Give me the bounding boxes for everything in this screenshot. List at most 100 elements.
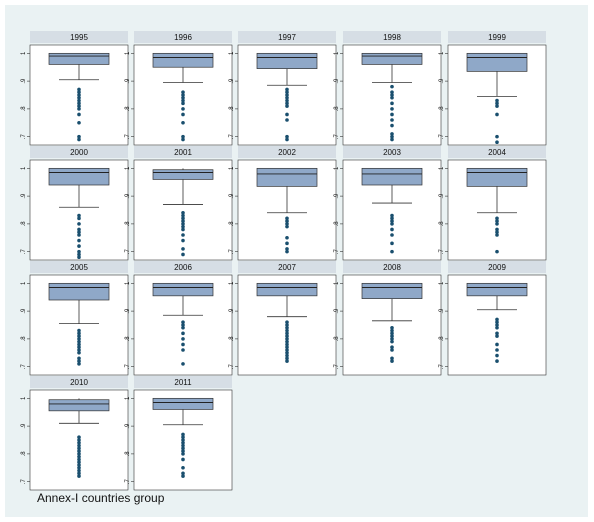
outlier-point [181, 474, 185, 478]
outlier-point [495, 101, 499, 106]
box [466, 282, 528, 297]
outlier-point [390, 123, 394, 128]
y-tick-label: .8 [21, 336, 27, 342]
facet-panel-2005: 2005 .7 .8 .9 1 [21, 261, 129, 376]
outlier-point [181, 452, 185, 456]
y-tick-label: .8 [334, 106, 340, 112]
y-tick-label: .7 [229, 364, 235, 370]
outlier-point [495, 104, 499, 108]
facet-strip [238, 146, 336, 158]
outlier-point [390, 331, 394, 336]
y-tick-label: .8 [229, 106, 235, 112]
outlier-point [77, 107, 81, 111]
facet-strip-label: 2009 [488, 263, 506, 272]
outlier-point [181, 457, 185, 462]
outlier-point [77, 362, 81, 366]
outlier-point [181, 337, 185, 341]
outlier-point [181, 362, 185, 366]
outlier-point [390, 334, 394, 338]
outlier-point [390, 337, 394, 341]
outlier-point [181, 224, 185, 229]
outlier-point [285, 112, 289, 117]
y-tick-label: .9 [334, 193, 340, 199]
outlier-point [181, 93, 185, 97]
y-tick-label: .8 [334, 336, 340, 342]
outlier-point [285, 328, 289, 333]
outlier-point [181, 210, 185, 215]
outlier-point [77, 238, 81, 243]
y-tick-label: 1 [334, 281, 340, 285]
facet-strip [343, 31, 441, 43]
box [466, 167, 528, 187]
y-tick-label: .8 [439, 106, 445, 112]
outlier-point [77, 468, 81, 473]
facet-panel-1997: 1997 .7 .8 .9 1 [229, 31, 337, 146]
outlier-point [390, 112, 394, 117]
outlier-point [77, 460, 81, 465]
y-tick-label: .9 [229, 308, 235, 314]
y-tick-label: .8 [229, 221, 235, 227]
outlier-point [495, 323, 499, 327]
y-tick-label: 1 [125, 166, 131, 170]
y-tick-label: .7 [334, 249, 340, 255]
outlier-point [285, 353, 289, 358]
y-tick-label: .8 [229, 336, 235, 342]
y-tick-label: .9 [125, 193, 131, 199]
box [361, 167, 423, 186]
outlier-point [77, 438, 81, 442]
outlier-point [285, 98, 289, 103]
outlier-point [77, 233, 81, 237]
outlier-point [390, 118, 394, 122]
outlier-point [285, 348, 289, 352]
outlier-point [285, 222, 289, 226]
facet-panel-2011: 2011 .7 .8 .9 1 [125, 376, 233, 491]
facet-panel-1998: 1998 .7 .8 .9 1 [334, 31, 442, 146]
facet-strip-label: 2007 [278, 263, 296, 272]
facet-panel-2008: 2008 .7 .8 .9 1 [334, 261, 442, 376]
outlier-point [181, 213, 185, 218]
outlier-point [181, 443, 185, 448]
y-tick-label: .7 [125, 479, 131, 485]
y-tick-label: .8 [125, 106, 131, 112]
outlier-point [495, 359, 499, 363]
y-tick-label: .7 [21, 134, 27, 140]
facet-strip [134, 31, 232, 43]
y-tick-label: .7 [125, 364, 131, 370]
outlier-point [77, 457, 81, 462]
y-tick-label: .9 [21, 423, 27, 429]
outlier-point [181, 112, 185, 117]
outlier-point [181, 342, 185, 347]
outlier-point [390, 95, 394, 100]
outlier-point [285, 331, 289, 336]
outlier-point [77, 95, 81, 100]
outlier-point [181, 465, 185, 470]
outlier-point [181, 95, 185, 100]
y-tick-label: .9 [21, 78, 27, 84]
outlier-point [495, 249, 499, 254]
outlier-point [390, 356, 394, 361]
outlier-point [77, 98, 81, 103]
box [48, 282, 110, 301]
y-tick-label: 1 [229, 281, 235, 285]
y-tick-label: .9 [439, 308, 445, 314]
outlier-point [77, 227, 81, 232]
y-tick-label: .7 [439, 249, 445, 255]
outlier-point [495, 227, 499, 232]
outlier-point [390, 84, 394, 89]
outlier-point [181, 134, 185, 139]
outlier-point [77, 222, 81, 226]
y-tick-label: .8 [21, 106, 27, 112]
outlier-point [181, 107, 185, 111]
facet-panel-2003: 2003 .7 .8 .9 1 [334, 146, 442, 261]
box [48, 52, 110, 65]
outlier-point [77, 454, 81, 459]
outlier-point [285, 118, 289, 122]
outlier-point [181, 222, 185, 226]
y-tick-label: .7 [334, 364, 340, 370]
outlier-point [495, 140, 499, 145]
outlier-point [181, 247, 185, 251]
outlier-point [181, 435, 185, 440]
outlier-point [181, 219, 185, 223]
outlier-point [181, 323, 185, 327]
outlier-point [77, 249, 81, 254]
